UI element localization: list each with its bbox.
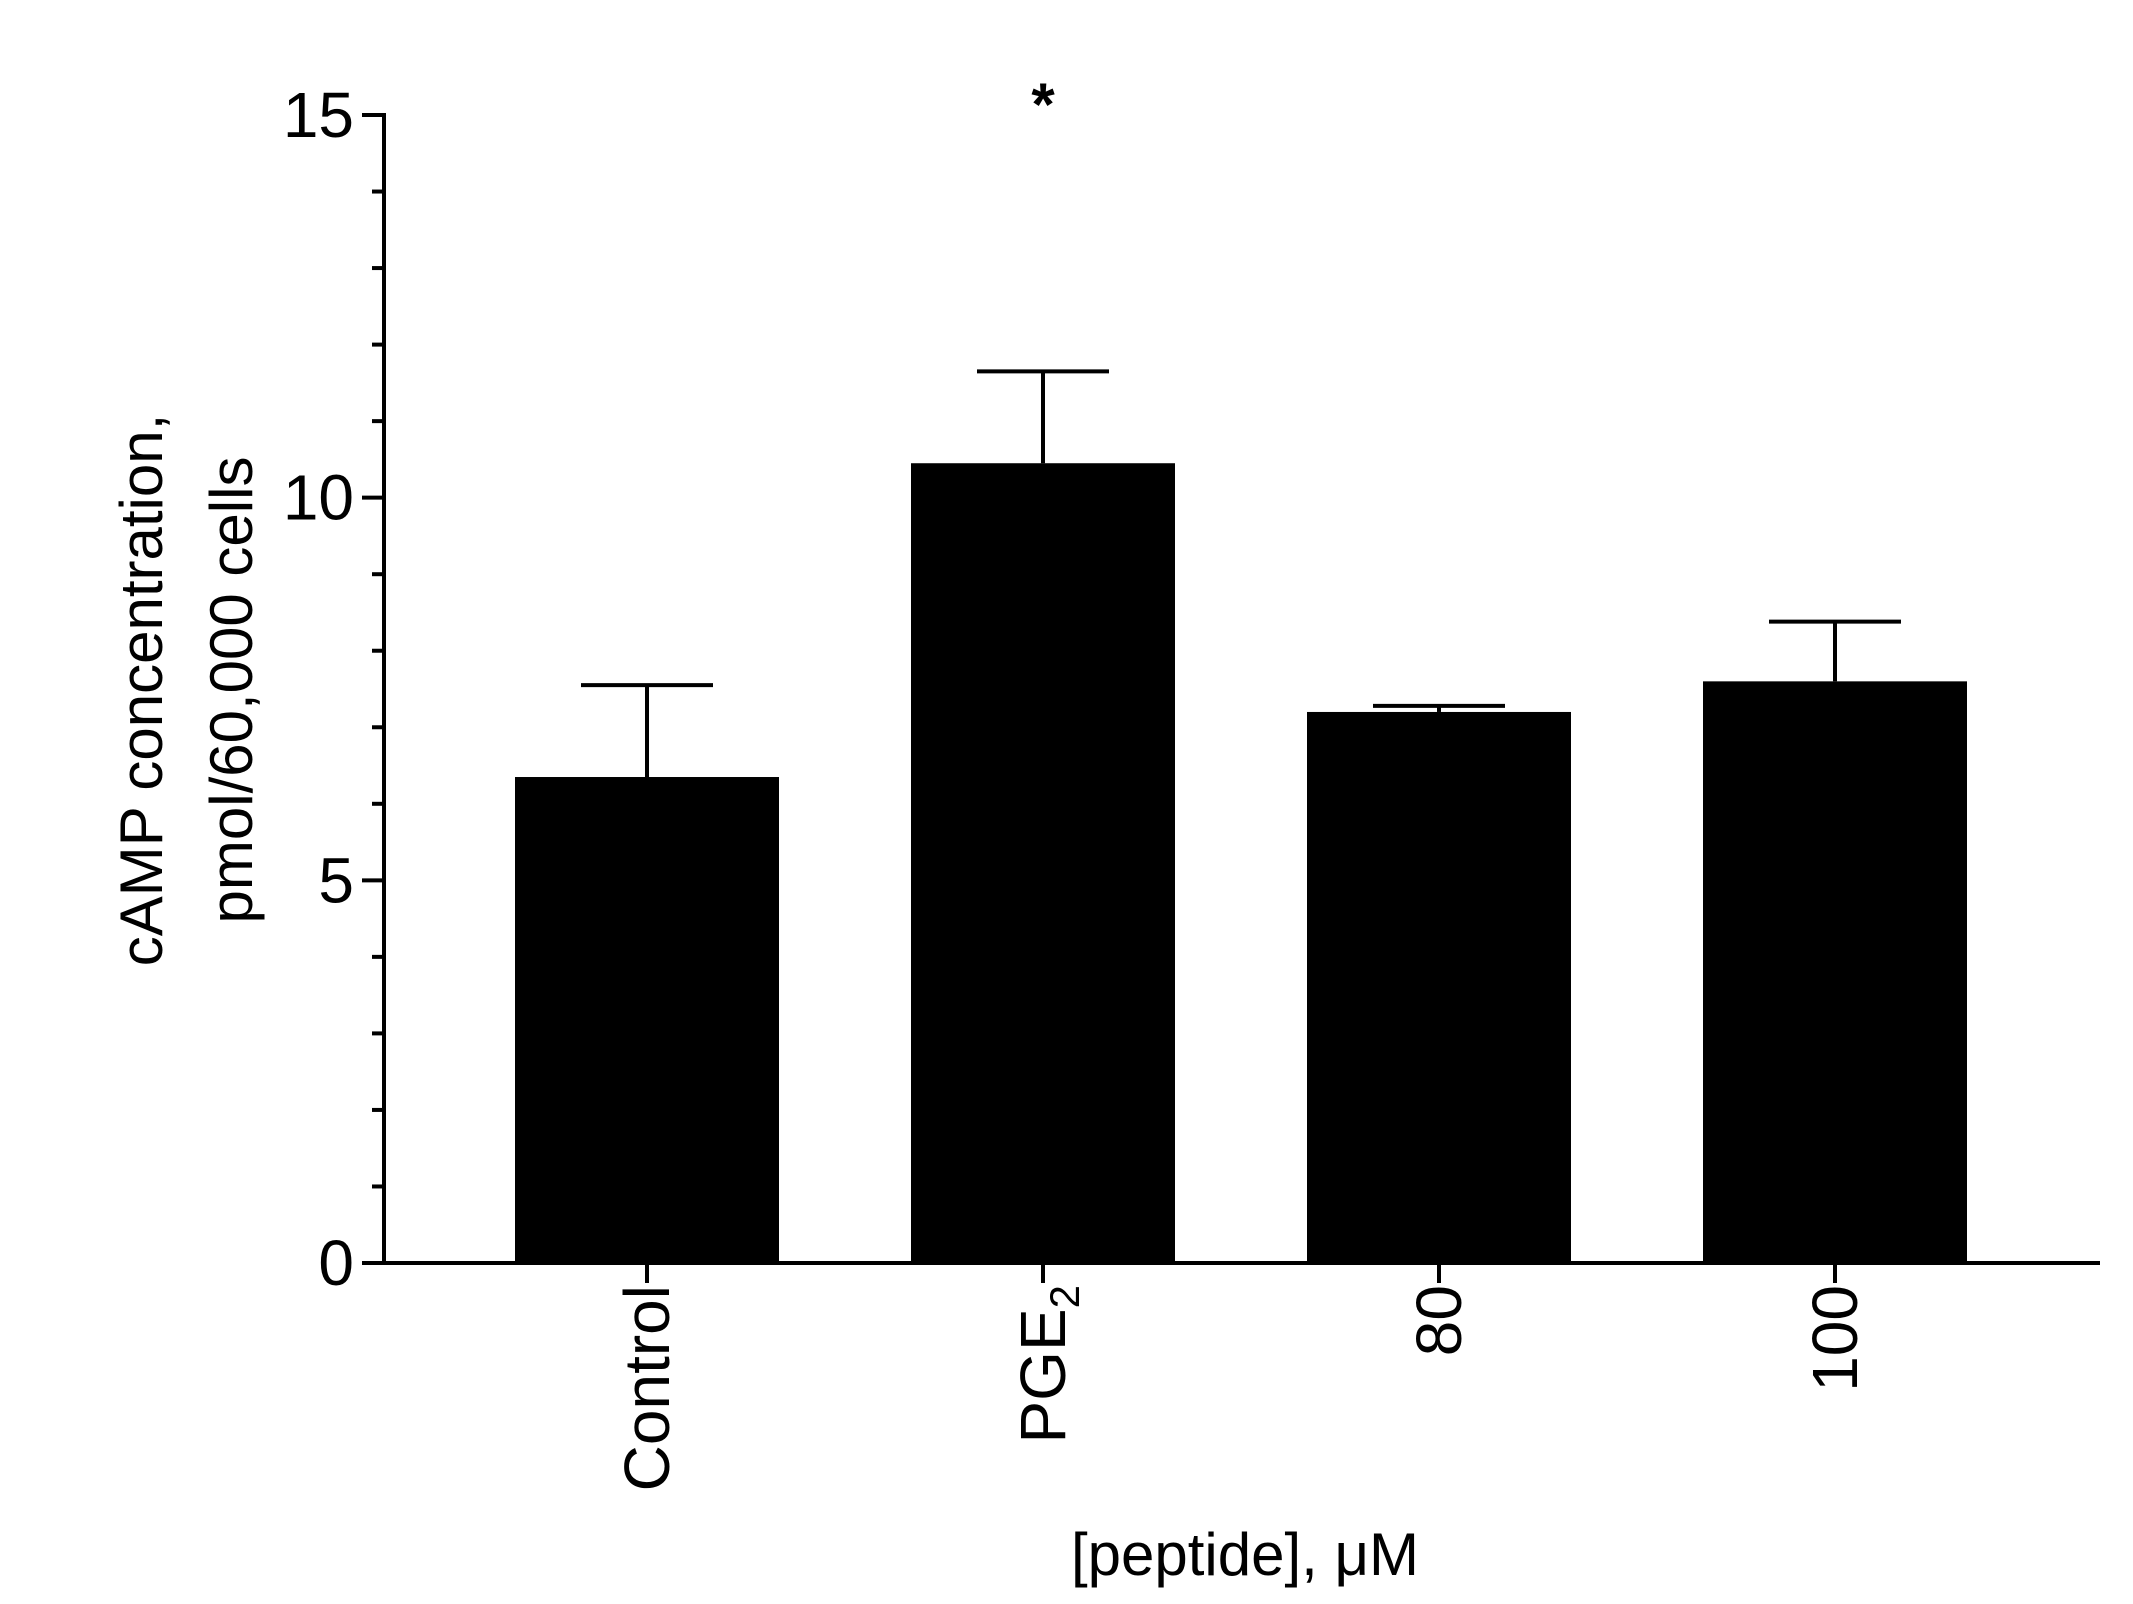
y-tick-label: 5 bbox=[318, 844, 354, 916]
x-tick-label: PGE2 bbox=[1007, 1285, 1088, 1444]
y-axis-label-line-2: pmol/60,000 cells bbox=[198, 457, 265, 924]
bar-80 bbox=[1307, 711, 1571, 1263]
error-bar bbox=[977, 369, 1109, 464]
error-bar bbox=[1769, 619, 1901, 682]
bar-100 bbox=[1703, 681, 1967, 1263]
x-axis-label: [peptide], μM bbox=[1071, 1521, 1419, 1588]
bars-group bbox=[515, 463, 1967, 1263]
y-ticks-group: 0 5 10 15 bbox=[283, 79, 384, 1299]
x-tick-label: 100 bbox=[1799, 1285, 1871, 1392]
y-tick-label: 15 bbox=[283, 79, 354, 151]
bar-control bbox=[515, 777, 779, 1263]
y-axis-label-line-1: cAMP concentration, bbox=[108, 414, 175, 967]
error-bar bbox=[1373, 703, 1505, 712]
error-bar bbox=[581, 683, 713, 778]
axes-group bbox=[382, 113, 2100, 1265]
y-tick-label: 10 bbox=[283, 462, 354, 534]
y-axis-label: cAMP concentration, pmol/60,000 cells bbox=[108, 414, 265, 967]
significance-marker: * bbox=[1031, 71, 1055, 138]
x-tick-label: Control bbox=[611, 1285, 683, 1491]
error-bars-group bbox=[581, 369, 1901, 778]
annotations-group: * bbox=[1031, 71, 1055, 138]
y-tick-label: 0 bbox=[318, 1227, 354, 1299]
x-tick-label: 80 bbox=[1403, 1285, 1475, 1356]
bar-pge bbox=[911, 463, 1175, 1263]
x-ticks-group: Control PGE2 80 100 bbox=[611, 1263, 1871, 1491]
